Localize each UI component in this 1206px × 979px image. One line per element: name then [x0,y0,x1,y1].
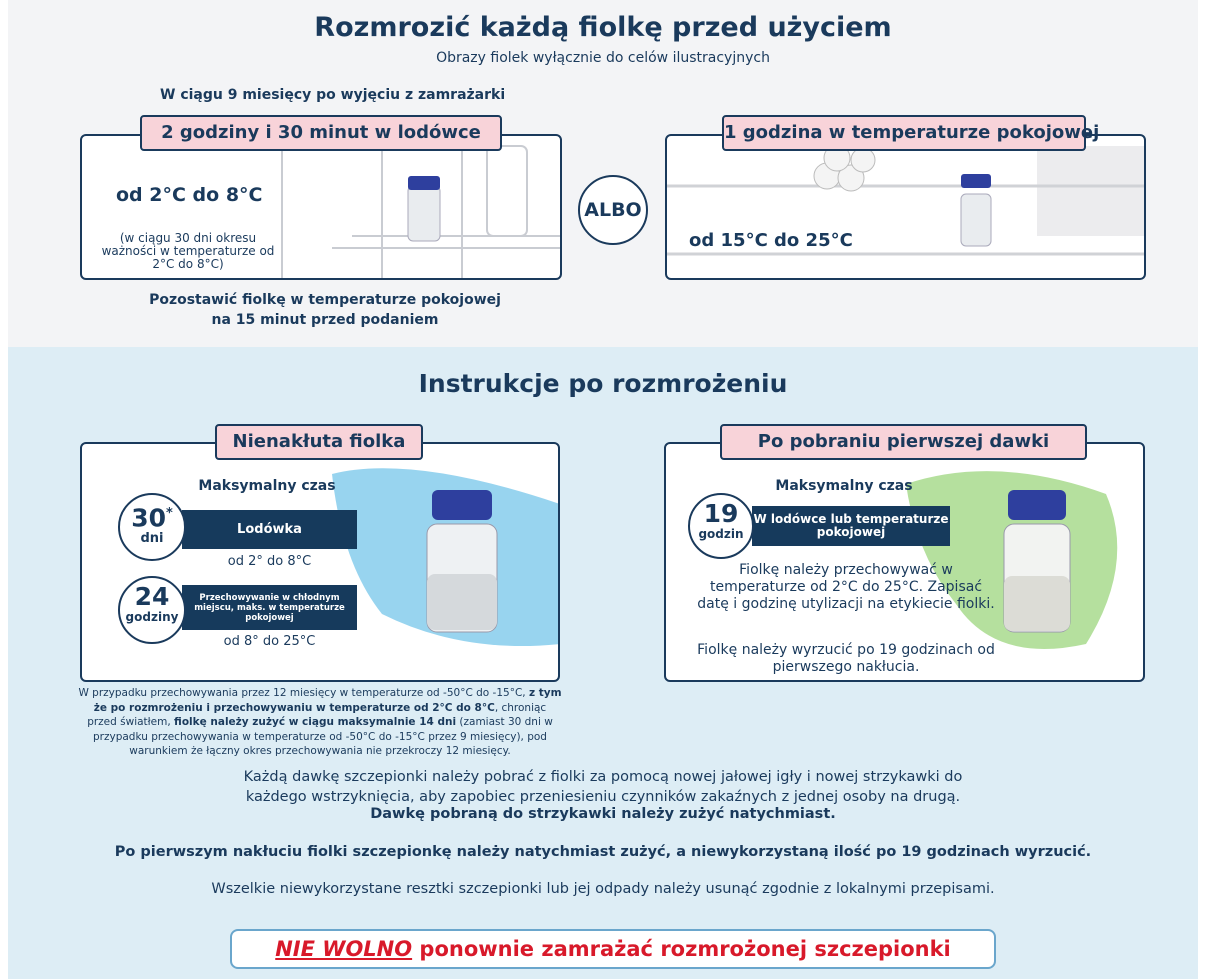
max-time: Maksymalny czas [162,478,372,494]
subtitle: Obrazy fiolek wyłącznie do celów ilustra… [0,50,1206,66]
title: Rozmrozić każdą fiolkę przed użyciem [0,12,1206,43]
warning-emphasis: NIE WOLNO [275,937,412,961]
footnote: W przypadku przechowywania przez 12 mies… [78,686,562,759]
section-title: Instrukcje po rozmrożeniu [0,369,1206,398]
hours-unit: godzin [690,527,752,541]
dose-bar: W lodówce lub temperaturze pokojowej [752,506,950,546]
footnote-text: W przypadku przechowywania przez 12 mies… [78,687,529,699]
footnote-text: fiolkę należy zużyć w ciągu maksymalnie … [174,716,456,728]
cool-range: od 8° do 25°C [192,634,347,649]
first-dose-label: Po pobraniu pierwszej dawki [720,424,1087,460]
after-line: Pozostawić fiolkę w temperaturze pokojow… [100,290,550,310]
days-badge: 30* dni [118,493,186,561]
days-unit: dni [120,531,184,546]
syringe-note: Każdą dawkę szczepionki należy pobrać z … [230,767,976,807]
dose-text: Fiolkę należy przechowywać w temperaturz… [696,562,996,613]
warning-text: ponownie zamrażać rozmrożonej szczepionk… [419,937,950,961]
fridge-box: od 2°C do 8°C (w ciągu 30 dni okresu waż… [80,134,562,280]
fridge-bar: Lodówka [182,510,357,549]
after-thaw: Pozostawić fiolkę w temperaturze pokojow… [100,290,550,330]
cool-bar: Przechowywanie w chłodnym miejscu, maks.… [182,585,357,630]
days-number: 30 [131,503,166,532]
fridge-note: (w ciągu 30 dni okresu ważności w temper… [98,232,278,271]
unpunctured-box: Maksymalny czas Lodówka 30* dni od 2° do… [80,442,560,682]
room-range: od 15°C do 25°C [689,230,853,251]
hours-number: 24 [120,584,184,610]
warning-banner: NIE WOLNO ponownie zamrażać rozmrożonej … [230,929,996,969]
room-box: od 15°C do 25°C [665,134,1146,280]
asterisk: * [166,506,173,521]
hours-unit: godziny [120,610,184,624]
disposal-note: Wszelkie niewykorzystane resztki szczepi… [0,881,1206,897]
hours-number: 19 [690,501,752,527]
fridge-range: od 2° do 8°C [192,554,347,569]
fridge-range: od 2°C do 8°C [116,184,262,206]
first-dose-box: Maksymalny czas W lodówce lub temperatur… [664,442,1145,682]
hours-badge: 24 godziny [118,576,186,644]
max-time: Maksymalny czas [744,478,944,494]
or-badge: ALBO [578,175,648,245]
fridge-label: 2 godziny i 30 minut w lodówce [140,115,502,151]
room-label: 1 godzina w temperaturze pokojowej [722,115,1086,151]
dose-text: Fiolkę należy wyrzucić po 19 godzinach o… [696,642,996,676]
hours-badge: 19 godzin [688,493,754,559]
room-illustration [667,136,1146,280]
after-line: na 15 minut przed podaniem [100,310,550,330]
unpunctured-label: Nienakłuta fiolka [215,424,423,460]
page: Rozmrozić każdą fiolkę przed użyciem Obr… [0,0,1206,979]
puncture-note: Po pierwszym nakłuciu fiolki szczepionkę… [0,844,1206,860]
immediate-note: Dawkę pobraną do strzykawki należy zużyć… [0,806,1206,822]
timeframe: W ciągu 9 miesięcy po wyjęciu z zamrażar… [160,87,505,103]
